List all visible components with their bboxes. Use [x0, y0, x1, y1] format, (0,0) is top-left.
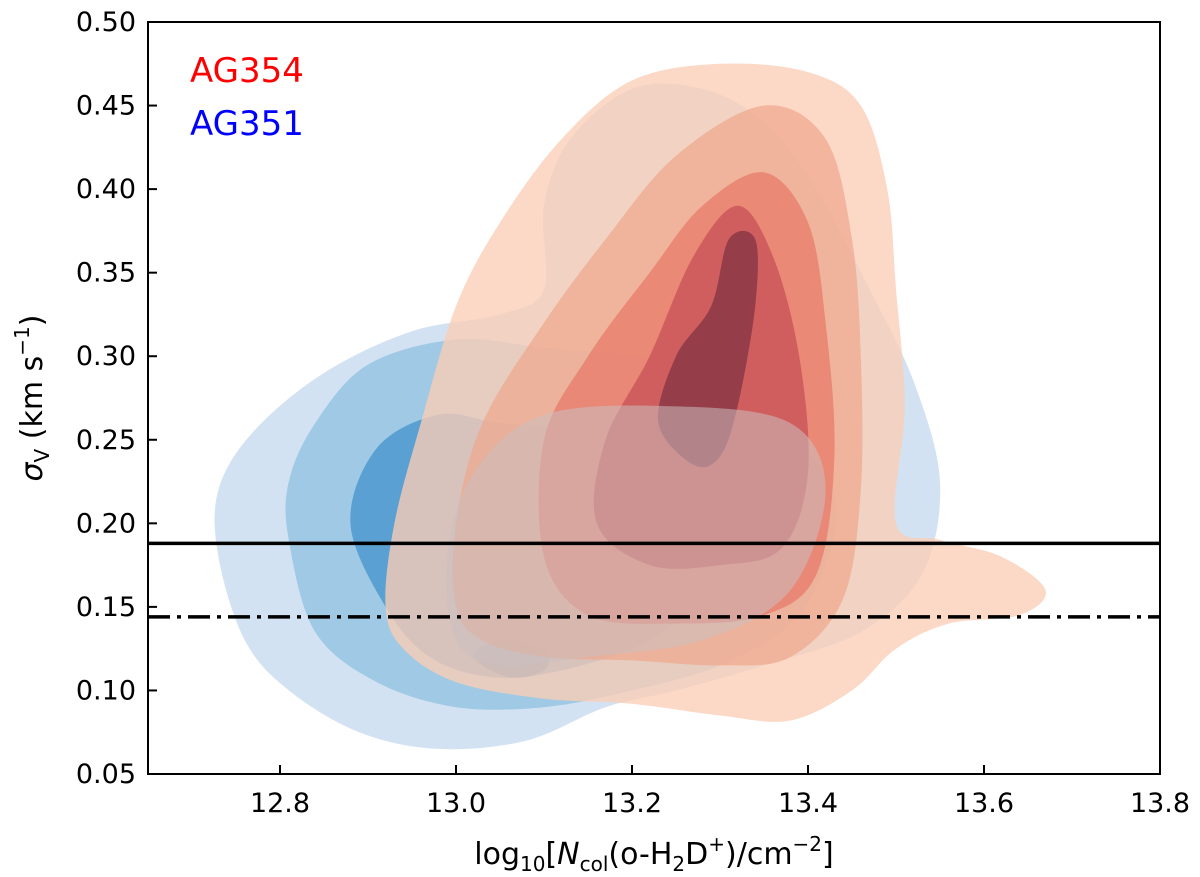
x-tick-label: 13.6	[954, 788, 1014, 819]
x-tick-label: 13.4	[778, 788, 838, 819]
legend-label-ag351: AG351	[190, 104, 304, 144]
y-tick-label: 0.15	[76, 592, 136, 623]
y-tick-label: 0.30	[76, 341, 136, 372]
y-tick-label: 0.20	[76, 508, 136, 539]
y-tick-label: 0.45	[76, 91, 136, 122]
contour-level-overlap-haze-1	[446, 405, 826, 667]
y-tick-label: 0.05	[76, 759, 136, 790]
y-axis-ticks: 0.05 0.10 0.15 0.20 0.25 0.30 0.35 0.40 0.45 0.50	[76, 7, 157, 790]
contour-series-overlap-haze	[446, 405, 826, 667]
x-tick-label: 13.2	[602, 788, 662, 819]
y-tick-label: 0.50	[76, 7, 136, 38]
legend-label-ag354: AG354	[190, 51, 304, 91]
plot-frame	[147, 21, 1161, 775]
x-axis-label: log10[Ncol(o-H2D+)/cm−2]	[474, 832, 834, 876]
x-axis-ticks: 12.8 13.0 13.2 13.4 13.6 13.8	[250, 765, 1190, 819]
y-tick-label: 0.25	[76, 425, 136, 456]
x-tick-label: 13.8	[1130, 788, 1190, 819]
reference-lines	[148, 541, 1160, 619]
y-tick-label: 0.40	[76, 174, 136, 205]
y-tick-label: 0.35	[76, 258, 136, 289]
x-tick-label: 13.0	[426, 788, 486, 819]
contour-layers	[214, 63, 1047, 750]
y-tick-label: 0.10	[76, 675, 136, 706]
y-axis-label: σV (km s−1)	[10, 315, 54, 482]
x-tick-label: 12.8	[250, 788, 310, 819]
